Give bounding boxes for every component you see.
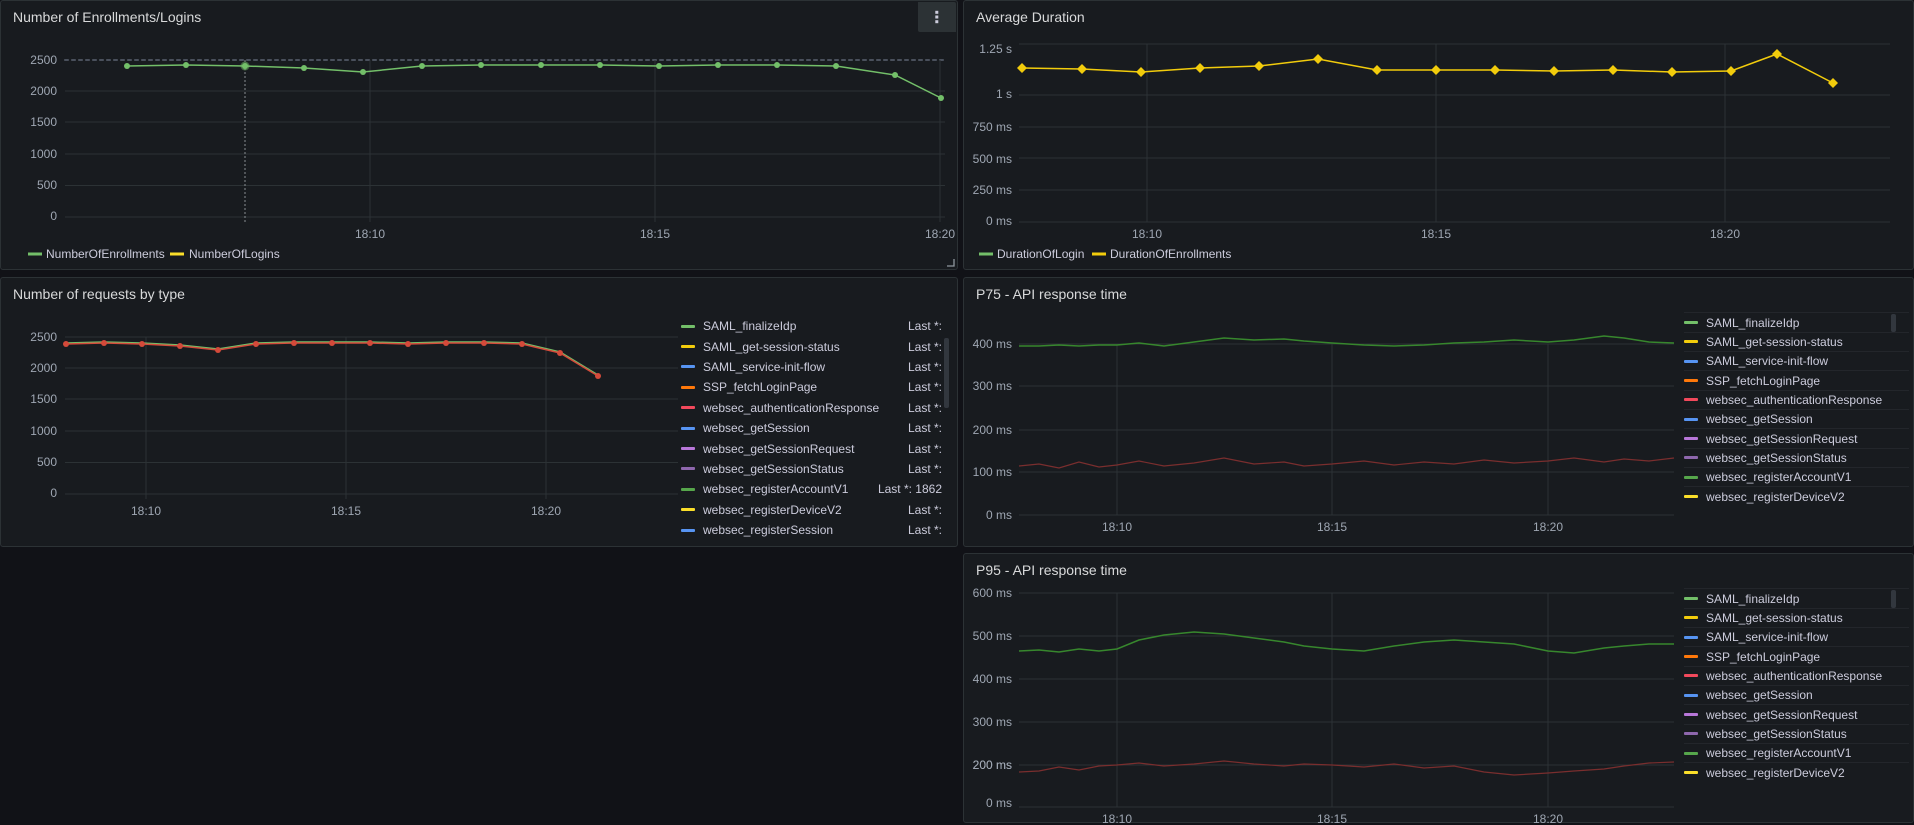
svg-text:1000: 1000 <box>30 147 57 161</box>
svg-text:2500: 2500 <box>30 330 57 344</box>
svg-text:1.25 s: 1.25 s <box>979 42 1012 56</box>
svg-text:300 ms: 300 ms <box>973 379 1012 393</box>
svg-text:18:20: 18:20 <box>925 227 955 241</box>
svg-text:18:10: 18:10 <box>355 227 385 241</box>
svg-text:100 ms: 100 ms <box>973 465 1012 479</box>
svg-text:18:10: 18:10 <box>131 504 161 518</box>
svg-text:200 ms: 200 ms <box>973 423 1012 437</box>
svg-text:500: 500 <box>37 178 57 192</box>
svg-text:18:15: 18:15 <box>1317 520 1347 534</box>
svg-text:DurationOfEnrollments: DurationOfEnrollments <box>1110 247 1231 261</box>
svg-text:0 ms: 0 ms <box>986 508 1012 522</box>
svg-text:1000: 1000 <box>30 424 57 438</box>
svg-text:250 ms: 250 ms <box>973 183 1012 197</box>
svg-text:0 ms: 0 ms <box>986 796 1012 810</box>
svg-text:18:10: 18:10 <box>1102 812 1132 824</box>
svg-text:1 s: 1 s <box>996 87 1012 101</box>
svg-text:1500: 1500 <box>30 392 57 406</box>
svg-text:400 ms: 400 ms <box>973 672 1012 686</box>
svg-text:18:20: 18:20 <box>1710 227 1740 241</box>
svg-text:600 ms: 600 ms <box>973 586 1012 600</box>
svg-text:18:10: 18:10 <box>1132 227 1162 241</box>
svg-text:18:20: 18:20 <box>531 504 561 518</box>
svg-text:750 ms: 750 ms <box>973 120 1012 134</box>
svg-text:0 ms: 0 ms <box>986 214 1012 228</box>
svg-text:18:15: 18:15 <box>1421 227 1451 241</box>
svg-text:18:10: 18:10 <box>1102 520 1132 534</box>
svg-text:NumberOfEnrollments: NumberOfEnrollments <box>46 247 165 261</box>
svg-text:2500: 2500 <box>30 53 57 67</box>
svg-text:2000: 2000 <box>30 84 57 98</box>
svg-text:1500: 1500 <box>30 115 57 129</box>
svg-text:DurationOfLogin: DurationOfLogin <box>997 247 1084 261</box>
svg-text:2000: 2000 <box>30 361 57 375</box>
svg-text:0: 0 <box>50 486 57 500</box>
svg-text:400 ms: 400 ms <box>973 337 1012 351</box>
svg-text:18:15: 18:15 <box>640 227 670 241</box>
svg-text:18:15: 18:15 <box>331 504 361 518</box>
svg-text:300 ms: 300 ms <box>973 715 1012 729</box>
svg-text:18:15: 18:15 <box>1317 812 1347 824</box>
svg-text:500: 500 <box>37 455 57 469</box>
svg-text:NumberOfLogins: NumberOfLogins <box>189 247 280 261</box>
svg-text:500 ms: 500 ms <box>973 629 1012 643</box>
svg-text:200 ms: 200 ms <box>973 758 1012 772</box>
svg-text:18:20: 18:20 <box>1533 520 1563 534</box>
svg-text:18:20: 18:20 <box>1533 812 1563 824</box>
svg-text:500 ms: 500 ms <box>973 152 1012 166</box>
svg-text:0: 0 <box>50 209 57 223</box>
